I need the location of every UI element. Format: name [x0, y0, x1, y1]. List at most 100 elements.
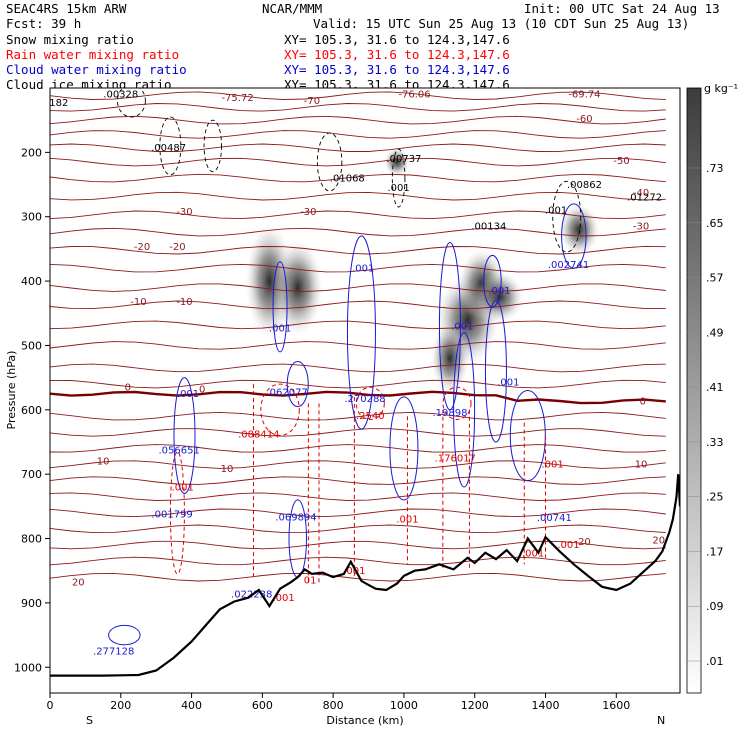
terrain-layer — [50, 474, 680, 677]
snow-label-0: .00328 — [103, 90, 138, 101]
isotherm-label-10: -20 — [134, 242, 150, 253]
plot-area — [50, 88, 680, 693]
isotherm-label-1: -70 — [304, 96, 320, 107]
colorbar-label-5: .41 — [706, 381, 724, 394]
x-tick-label-1: 200 — [110, 699, 131, 712]
isotherm-label-15: 0 — [199, 384, 205, 395]
x-tick-label-5: 1000 — [390, 699, 418, 712]
isotherm-line-1 — [50, 103, 666, 112]
isotherm-line-20 — [50, 444, 666, 453]
cloud-water-contour-4 — [389, 396, 419, 501]
hydrometeor-contour-layer — [108, 88, 587, 646]
isotherm-label-21: 20 — [578, 537, 591, 548]
x-tick-label-4: 800 — [323, 699, 344, 712]
snow-contour-1 — [203, 119, 223, 173]
field-xy-0: XY= 105.3, 31.6 to 124.3,147.6 — [284, 32, 510, 47]
isotherm-label-7: -30 — [176, 207, 192, 218]
colorbar-label-3: .25 — [706, 491, 724, 504]
isotherm-line-21 — [50, 460, 666, 469]
cloud-water-label-10: .056651 — [159, 446, 200, 457]
isotherm-label-2: -76.06 — [398, 90, 430, 101]
cloud-water-contour-9 — [561, 203, 587, 269]
cloud-water-contour-0 — [173, 377, 196, 494]
isotherm-label-18: 10 — [221, 464, 234, 475]
colorbar-label-9: .73 — [706, 162, 724, 175]
isotherm-line-13 — [50, 300, 666, 310]
org-label: NCAR/MMM — [262, 1, 322, 16]
rain-contour-loop-0 — [169, 451, 185, 575]
isotherm-line-24 — [50, 508, 666, 518]
colorbar-label-2: .17 — [706, 545, 724, 558]
field-xy-2: XY= 105.3, 31.6 to 124.3,147.6 — [284, 62, 510, 77]
isotherm-line-25 — [50, 524, 666, 534]
isotherm-line-4 — [50, 143, 666, 152]
shading-blob-1 — [272, 239, 323, 336]
isotherm-line-2 — [50, 115, 666, 125]
isotherm-line-19 — [50, 428, 666, 437]
isotherm-label-13: -10 — [176, 297, 192, 308]
snow-label-6: .001 — [545, 206, 567, 217]
field-name-0: Snow mixing ratio — [6, 32, 134, 47]
south-end-label: S — [86, 714, 93, 727]
snow-label-9: 182 — [49, 98, 68, 109]
cloud-water-contour-2 — [286, 361, 309, 408]
cloud-water-label-14: .277128 — [93, 646, 134, 657]
cloud-water-label-4: .270288 — [344, 394, 385, 405]
x-tick-label-8: 1600 — [602, 699, 630, 712]
isotherm-line-22 — [50, 476, 666, 485]
y-axis-label: Pressure (hPa) — [5, 351, 18, 430]
rain-contour-loop-1 — [260, 383, 300, 437]
isotherm-line-9 — [50, 227, 666, 237]
y-tick-label-6: 800 — [21, 533, 42, 546]
isotherm-label-12: -10 — [130, 297, 146, 308]
north-end-label: N — [657, 714, 665, 727]
model-title: SEAC4RS 15km ARW — [6, 1, 127, 16]
field-legend: Snow mixing ratio XY= 105.3, 31.6 to 124.… — [6, 32, 510, 92]
y-tick-label-5: 700 — [21, 468, 42, 481]
isotherm-label-4: -60 — [576, 114, 592, 125]
rain-label-10: .001 — [272, 593, 294, 604]
rain-contour-loop-3 — [442, 386, 472, 420]
cloud-water-label-2: .062077 — [266, 388, 307, 399]
cloud-water-label-9: .19898 — [432, 408, 467, 419]
isotherm-label-16: 0 — [640, 397, 646, 408]
x-tick-label-3: 600 — [252, 699, 273, 712]
isotherm-line-7 — [50, 191, 666, 201]
rain-label-7: .001 — [557, 540, 579, 551]
rain-label-0: .088414 — [238, 429, 279, 440]
y-tick-label-8: 1000 — [14, 661, 42, 674]
colorbar: .01 .09 .17 .25 .33 .41 .49 .57 .65 .73 — [686, 87, 724, 694]
x-tick-label-2: 400 — [181, 699, 202, 712]
shading-blob-7 — [383, 147, 410, 177]
forecast-hour: Fcst: 39 h — [6, 16, 81, 31]
cloud-water-label-5: .001 — [451, 321, 473, 332]
isotherm-line-16 — [50, 363, 666, 373]
x-tick-label-0: 0 — [47, 699, 54, 712]
isotherm-label-17: 10 — [97, 457, 110, 468]
isotherm-label-3: -69.74 — [568, 90, 600, 101]
isotherm-layer — [50, 91, 666, 582]
isotherm-line-18 — [50, 411, 666, 421]
snow-contour-2 — [316, 132, 343, 192]
cloud-water-label-0: .001 — [177, 389, 199, 400]
cloud-water-label-6: .001 — [488, 286, 510, 297]
isotherm-label-5: -50 — [613, 156, 629, 167]
cloud-water-contour-6 — [453, 332, 476, 488]
isotherm-label-9: -30 — [633, 222, 649, 233]
contour-label-layer: -75.72 -70 -76.06 -69.74 -60 -50 -40 -30 -30 -30 -… — [49, 90, 665, 658]
valid-time: Valid: 15 UTC Sun 25 Aug 13 (10 CDT Sun … — [313, 16, 689, 31]
field-name-2: Cloud water mixing ratio — [6, 62, 187, 77]
cloud-water-label-7: .002741 — [548, 260, 589, 271]
isotherm-line-14 — [50, 320, 666, 330]
isotherm-label-14: 0 — [125, 383, 131, 394]
snow-contour-3 — [391, 148, 406, 208]
isotherm-label-6: -40 — [633, 188, 649, 199]
isotherm-label-0: -75.72 — [221, 93, 253, 104]
colorbar-label-0: .01 — [706, 655, 724, 668]
rain-label-9: 01 — [304, 576, 317, 587]
init-time: Init: 00 UTC Sat 24 Aug 13 — [524, 1, 720, 16]
rain-label-8: .001 — [172, 482, 194, 493]
cloud-water-label-11: .001799 — [151, 509, 192, 520]
axes-layer: 0 200 400 600 800 1000 1200 1400 160020030040050… — [14, 146, 630, 712]
